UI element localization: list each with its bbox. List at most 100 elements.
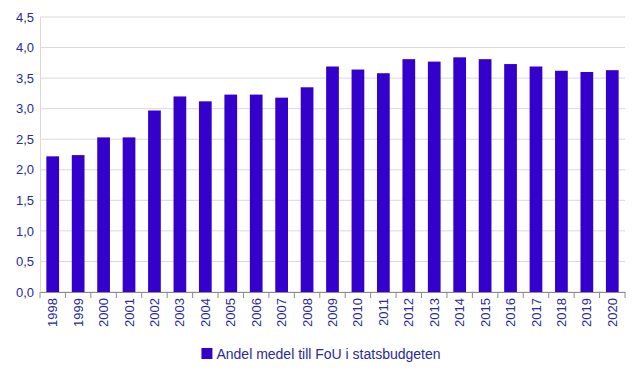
y-tick-label: 3,0 [16, 101, 34, 116]
x-tick: 2018 [554, 292, 569, 327]
bar [224, 95, 237, 292]
category-separator [294, 292, 295, 298]
bar [479, 59, 492, 292]
x-tick-label: 1998 [45, 298, 60, 327]
category-separator [472, 292, 473, 298]
x-tick: 2005 [223, 292, 238, 327]
x-tick-label: 2003 [172, 298, 187, 327]
x-tick: 2011 [376, 292, 391, 326]
category-separator [370, 292, 371, 298]
category-separator [345, 292, 346, 298]
category-separator [116, 292, 117, 298]
y-tick: 3,5 [16, 71, 40, 86]
x-tick: 1999 [71, 292, 86, 327]
bars [46, 57, 618, 292]
x-tick: 2019 [579, 292, 594, 327]
bar [148, 111, 161, 293]
legend: Andel medel till FoU i statsbudgeten [201, 346, 440, 362]
category-separator [574, 292, 575, 298]
x-tick-label: 2017 [529, 298, 544, 327]
x-tick: 2002 [147, 292, 162, 327]
x-tick-label: 2013 [427, 298, 442, 327]
grid-line [40, 17, 625, 18]
y-tick-label: 4,5 [16, 10, 34, 25]
x-tick: 1998 [45, 292, 60, 327]
x-tick: 2007 [274, 292, 289, 327]
category-separator [90, 292, 91, 298]
x-tick-label: 2006 [249, 298, 264, 327]
y-tick-label: 4,0 [16, 40, 34, 55]
bar [402, 59, 415, 292]
plot: 0,00,51,01,52,02,53,03,54,04,51998199920… [16, 10, 626, 327]
x-tick-label: 2016 [503, 298, 518, 327]
x-tick-label: 2009 [325, 298, 340, 327]
x-tick: 2008 [300, 292, 315, 327]
x-tick: 2013 [427, 292, 442, 327]
y-tick: 0,5 [16, 254, 40, 269]
bar [377, 73, 390, 292]
bar [530, 67, 543, 293]
x-tick-label: 2011 [376, 298, 391, 326]
x-axis-line [41, 292, 626, 293]
x-tick: 2020 [605, 292, 620, 327]
x-tick-label: 2010 [350, 298, 365, 327]
x-tick: 2010 [350, 292, 365, 327]
y-tick-label: 2,5 [16, 132, 34, 147]
bar [352, 70, 365, 292]
bar [46, 156, 59, 292]
x-tick: 2015 [478, 292, 493, 327]
bar [97, 137, 110, 292]
category-separator [218, 292, 219, 298]
bar [428, 62, 441, 292]
x-tick-label: 1999 [71, 298, 86, 327]
bar [580, 72, 593, 292]
chart: 0,00,51,01,52,02,53,03,54,04,51998199920… [0, 0, 643, 379]
y-tick: 2,0 [16, 162, 40, 177]
category-separator [625, 292, 626, 298]
x-tick-label: 2018 [554, 298, 569, 327]
x-tick-label: 2005 [223, 298, 238, 327]
bar [72, 155, 85, 292]
y-tick: 4,5 [16, 10, 40, 25]
category-separator [268, 292, 269, 298]
bar [123, 137, 136, 292]
y-tick-label: 3,5 [16, 71, 34, 86]
x-tick: 2006 [249, 292, 264, 327]
x-tick: 2003 [172, 292, 187, 327]
category-separator [65, 292, 66, 298]
bar [555, 71, 568, 292]
y-tick-label: 2,0 [16, 162, 34, 177]
grid [40, 17, 625, 292]
y-axis-line [40, 18, 41, 293]
bar [326, 67, 339, 293]
category-separator [497, 292, 498, 298]
bar [174, 96, 187, 292]
category-separator [319, 292, 320, 298]
x-tick-label: 2001 [122, 298, 137, 327]
y-tick-label: 0,5 [16, 254, 34, 269]
category-separator [192, 292, 193, 298]
legend-label: Andel medel till FoU i statsbudgeten [216, 346, 440, 362]
y-tick: 2,5 [16, 132, 40, 147]
x-tick: 2001 [122, 292, 137, 327]
x-tick-label: 2008 [300, 298, 315, 327]
y-tick: 0,0 [16, 285, 40, 300]
x-tick-label: 2004 [198, 298, 213, 327]
x-tick-label: 2007 [274, 298, 289, 327]
bar [453, 57, 466, 292]
y-tick: 1,0 [16, 224, 40, 239]
bar [504, 64, 517, 292]
category-separators [40, 292, 625, 298]
x-tick: 2009 [325, 292, 340, 327]
y-tick: 4,0 [16, 40, 40, 55]
x-tick-label: 2019 [579, 298, 594, 327]
x-tick-label: 2002 [147, 298, 162, 327]
x-tick-label: 2020 [605, 298, 620, 327]
category-separator [523, 292, 524, 298]
category-separator [40, 292, 41, 298]
y-tick-label: 1,0 [16, 224, 34, 239]
x-tick-label: 2014 [452, 298, 467, 327]
x-tick: 2004 [198, 292, 213, 327]
x-tick-label: 2012 [401, 298, 416, 327]
x-tick-label: 2000 [96, 298, 111, 327]
